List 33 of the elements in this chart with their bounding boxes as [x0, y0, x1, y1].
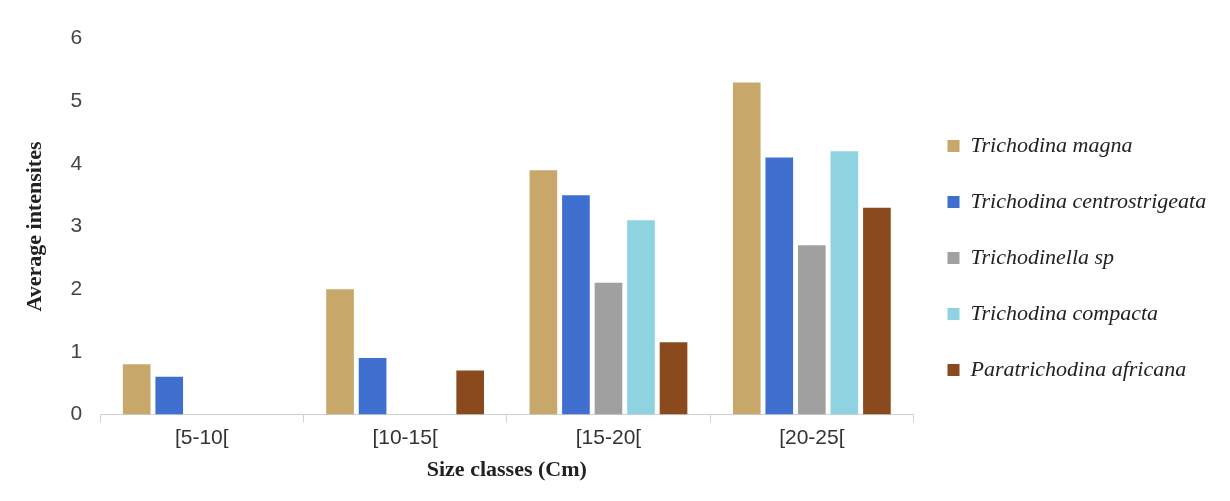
bar: [358, 358, 387, 415]
y-tick-label: 1: [70, 338, 83, 362]
bar: [529, 170, 558, 415]
bar: [594, 282, 623, 415]
x-tick-label: [20-25[: [779, 424, 845, 448]
x-tick-label: [5-10[: [174, 424, 229, 448]
bar: [456, 370, 485, 415]
legend-label: Trichodina compacta: [970, 299, 1159, 325]
bar: [659, 342, 688, 415]
bar: [830, 151, 859, 415]
y-tick-label: 5: [70, 88, 83, 112]
bar: [732, 82, 761, 415]
legend-label: Trichodina centrostrigeata: [970, 187, 1207, 213]
bar: [627, 220, 655, 415]
bar: [122, 364, 151, 415]
bar: [797, 245, 826, 415]
bar: [863, 207, 891, 415]
legend-label: Trichodina magna: [970, 131, 1133, 157]
x-tick-label: [15-20[: [575, 424, 642, 448]
y-tick-label: 2: [70, 275, 83, 299]
y-tick-label: 6: [70, 25, 83, 49]
y-axis-title: Average intensites: [20, 141, 46, 312]
x-tick-label: [10-15[: [372, 424, 438, 448]
legend-label: Paratrichodina africana: [969, 355, 1187, 381]
bar: [562, 195, 590, 415]
legend-label: Trichodinella sp: [970, 243, 1115, 269]
bar: [155, 376, 184, 415]
y-tick-label: 0: [70, 401, 83, 425]
y-tick-label: 3: [70, 213, 83, 237]
bar: [326, 289, 354, 415]
x-axis-title: Size classes (Cm): [426, 456, 587, 482]
y-tick-label: 4: [70, 150, 83, 174]
bar: [765, 157, 794, 415]
